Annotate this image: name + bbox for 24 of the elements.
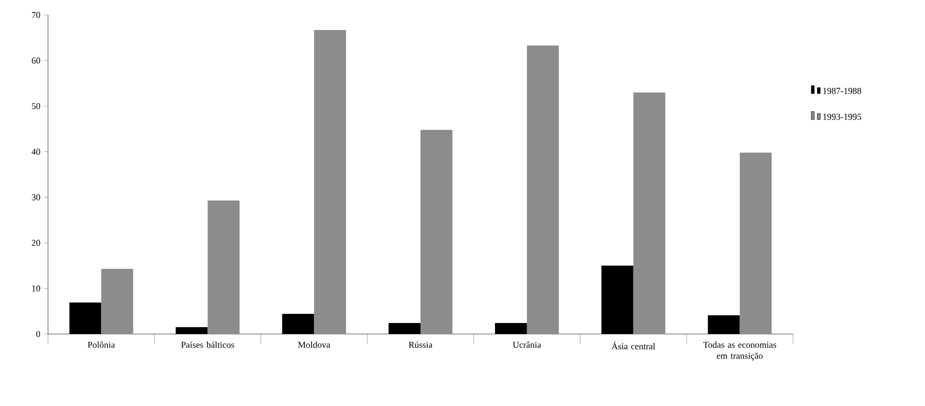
x-tick-label: Moldova	[298, 342, 330, 348]
y-tick-label: 10	[32, 285, 40, 292]
bar	[420, 130, 452, 334]
bar	[740, 152, 772, 334]
x-tick-label: Todas as economias em transição	[703, 342, 776, 361]
y-tick-label: 40	[32, 148, 40, 155]
y-tick-label: 60	[32, 58, 40, 64]
y-tick-label: 20	[32, 240, 40, 246]
y-tick-label: 0	[36, 330, 40, 338]
legend-label: 1987-1988	[823, 88, 862, 94]
y-tick-label: 30	[32, 194, 40, 200]
bar	[101, 268, 134, 334]
x-tick-label: Polônia	[88, 342, 115, 348]
legend-label: 1993-1995	[823, 114, 862, 120]
bar	[526, 46, 559, 334]
y-tick-label: 50	[32, 103, 40, 110]
x-tick-label: Países bálticos	[181, 342, 234, 348]
bar	[633, 92, 666, 334]
bar	[314, 30, 346, 334]
x-tick-label: Rússia	[408, 342, 432, 348]
bar	[208, 200, 240, 334]
y-tick-label: 70	[32, 12, 40, 18]
x-tick-label: Ásia central	[611, 342, 656, 350]
x-tick-label: Ucrânia	[512, 342, 542, 348]
